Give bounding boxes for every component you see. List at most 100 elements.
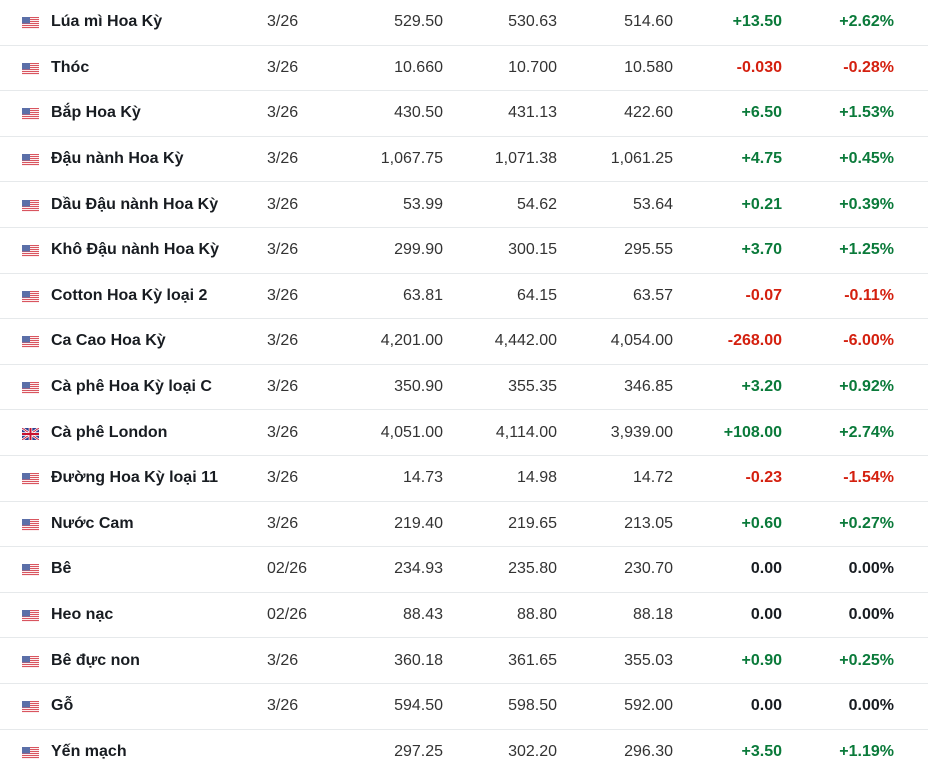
us-flag-icon [22, 62, 39, 74]
last-price-cell: 1,067.75 [381, 150, 443, 168]
change-percent-cell: -6.00% [843, 332, 894, 350]
change-percent-cell: +1.19% [839, 743, 894, 761]
low-price-cell: 14.72 [633, 469, 673, 487]
high-price-cell: 4,442.00 [495, 332, 557, 350]
low-price-cell: 514.60 [624, 13, 673, 31]
date-cell: 3/26 [267, 287, 298, 305]
high-price-cell: 530.63 [508, 13, 557, 31]
change-cell: +0.90 [742, 652, 782, 670]
last-price-cell: 4,051.00 [381, 424, 443, 442]
high-price-cell: 355.35 [508, 378, 557, 396]
us-flag-icon [22, 153, 39, 165]
change-cell: 0.00 [751, 606, 782, 624]
us-flag-icon [22, 199, 39, 211]
commodity-name-link[interactable]: Khô Đậu nành Hoa Kỳ [51, 241, 219, 259]
commodity-name-link[interactable]: Cà phê London [51, 424, 167, 442]
uk-flag-icon [22, 427, 39, 439]
commodity-name-link[interactable]: Dầu Đậu nành Hoa Kỳ [51, 196, 218, 214]
last-price-cell: 594.50 [394, 697, 443, 715]
table-row[interactable]: Đậu nành Hoa Kỳ 3/26 1,067.75 1,071.38 1,061… [0, 137, 928, 183]
change-percent-cell: +0.27% [839, 515, 894, 533]
change-percent-cell: +1.25% [839, 241, 894, 259]
low-price-cell: 88.18 [633, 606, 673, 624]
date-cell: 3/26 [267, 515, 298, 533]
change-cell: +0.60 [742, 515, 782, 533]
date-cell: 3/26 [267, 59, 298, 77]
high-price-cell: 54.62 [517, 196, 557, 214]
commodity-name-link[interactable]: Thóc [51, 59, 89, 77]
commodity-name-link[interactable]: Bê đực non [51, 652, 140, 670]
commodity-name-link[interactable]: Yến mạch [51, 743, 127, 761]
us-flag-icon [22, 16, 39, 28]
low-price-cell: 4,054.00 [611, 332, 673, 350]
high-price-cell: 431.13 [508, 104, 557, 122]
change-cell: 0.00 [751, 697, 782, 715]
last-price-cell: 529.50 [394, 13, 443, 31]
change-percent-cell: +0.39% [839, 196, 894, 214]
us-flag-icon [22, 335, 39, 347]
change-cell: +4.75 [742, 150, 782, 168]
change-cell: 0.00 [751, 560, 782, 578]
low-price-cell: 53.64 [633, 196, 673, 214]
low-price-cell: 422.60 [624, 104, 673, 122]
commodity-name-link[interactable]: Heo nạc [51, 606, 113, 624]
change-cell: -0.23 [746, 469, 782, 487]
commodity-name-link[interactable]: Cà phê Hoa Kỳ loại C [51, 378, 212, 396]
commodity-name-link[interactable]: Nước Cam [51, 515, 134, 533]
last-price-cell: 88.43 [403, 606, 443, 624]
us-flag-icon [22, 381, 39, 393]
low-price-cell: 213.05 [624, 515, 673, 533]
commodity-name-link[interactable]: Lúa mì Hoa Kỳ [51, 13, 162, 31]
high-price-cell: 219.65 [508, 515, 557, 533]
date-cell: 3/26 [267, 332, 298, 350]
change-percent-cell: +0.25% [839, 652, 894, 670]
low-price-cell: 296.30 [624, 743, 673, 761]
high-price-cell: 1,071.38 [495, 150, 557, 168]
commodity-name-link[interactable]: Đường Hoa Kỳ loại 11 [51, 469, 218, 487]
change-cell: -0.030 [737, 59, 782, 77]
date-cell: 3/26 [267, 196, 298, 214]
table-row[interactable]: Ca Cao Hoa Kỳ 3/26 4,201.00 4,442.00 4,054.0… [0, 319, 928, 365]
commodity-name-link[interactable]: Bắp Hoa Kỳ [51, 104, 141, 122]
change-percent-cell: -1.54% [843, 469, 894, 487]
us-flag-icon [22, 563, 39, 575]
high-price-cell: 300.15 [508, 241, 557, 259]
low-price-cell: 592.00 [624, 697, 673, 715]
last-price-cell: 14.73 [403, 469, 443, 487]
change-percent-cell: 0.00% [849, 606, 894, 624]
date-cell: 3/26 [267, 150, 298, 168]
change-percent-cell: 0.00% [849, 697, 894, 715]
last-price-cell: 53.99 [403, 196, 443, 214]
commodity-name-link[interactable]: Đậu nành Hoa Kỳ [51, 150, 183, 168]
table-row[interactable]: Dầu Đậu nành Hoa Kỳ 3/26 53.99 54.62 53.64 +0… [0, 182, 928, 228]
commodity-name-link[interactable]: Bê [51, 560, 71, 578]
change-percent-cell: +0.45% [839, 150, 894, 168]
last-price-cell: 4,201.00 [381, 332, 443, 350]
last-price-cell: 234.93 [394, 560, 443, 578]
date-cell: 3/26 [267, 241, 298, 259]
last-price-cell: 299.90 [394, 241, 443, 259]
commodity-name-link[interactable]: Cotton Hoa Kỳ loại 2 [51, 287, 207, 305]
high-price-cell: 4,114.00 [496, 424, 557, 442]
last-price-cell: 10.660 [394, 59, 443, 77]
change-percent-cell: -0.28% [843, 59, 894, 77]
commodity-name-link[interactable]: Ca Cao Hoa Kỳ [51, 332, 166, 350]
low-price-cell: 63.57 [633, 287, 673, 305]
low-price-cell: 1,061.25 [611, 150, 673, 168]
commodity-name-link[interactable]: Gỗ [51, 697, 73, 715]
date-cell: 02/26 [267, 560, 307, 578]
